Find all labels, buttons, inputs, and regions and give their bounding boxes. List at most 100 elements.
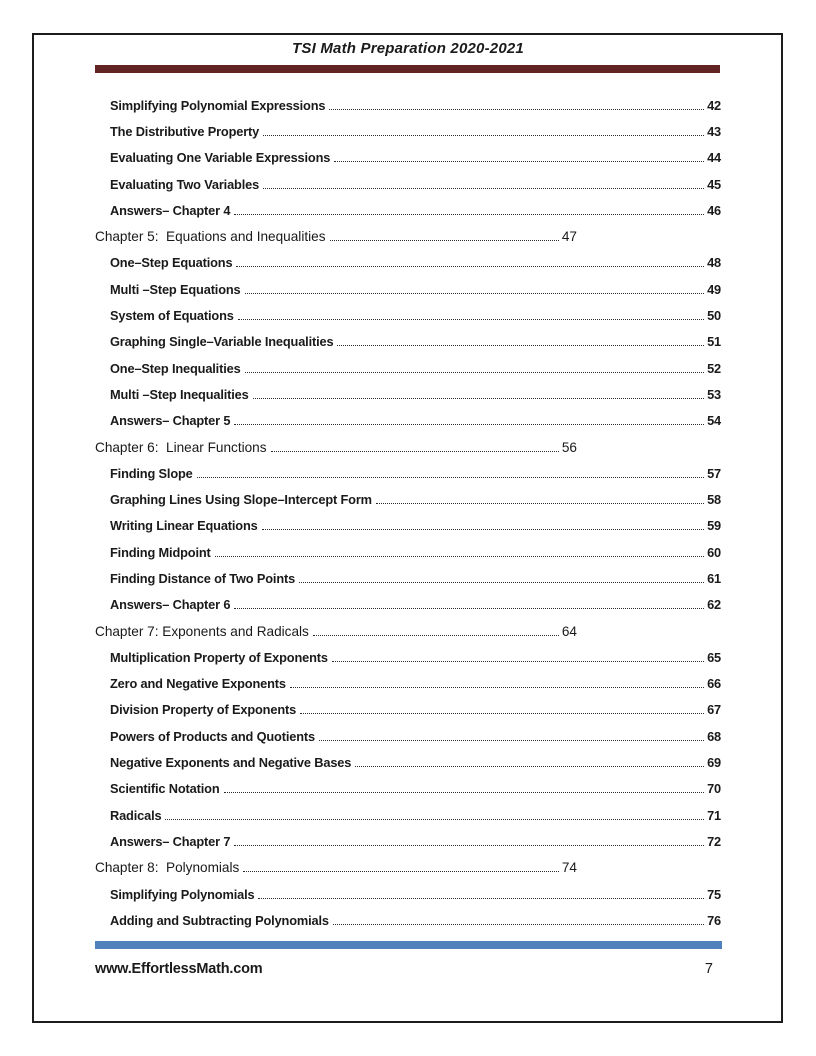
footer-page-number: 7 [704,961,713,977]
toc-entry-page: 58 [707,492,721,508]
dot-leader-icon [234,608,705,610]
footer-rule [95,941,722,949]
toc-entry-page: 64 [561,623,577,639]
toc-entry-page: 59 [707,518,721,534]
toc-entry: Multiplication Property of Exponents 65 [95,644,721,670]
toc-entry-label: Evaluating One Variable Expressions [110,150,331,166]
toc-entry: Multi –Step Inequalities 53 [95,381,721,407]
header-title: TSI Math Preparation 2020-2021 [292,40,524,57]
toc-entry-page: 51 [707,334,721,350]
toc-entry-label: Graphing Lines Using Slope–Intercept For… [110,492,372,508]
dot-leader-icon [234,844,705,846]
toc-entry-page: 70 [707,781,721,797]
toc-entry-label: Negative Exponents and Negative Bases [110,755,352,771]
dot-leader-icon [165,818,705,820]
toc-entry: Finding Midpoint 60 [95,539,721,565]
toc-entry: System of Equations 50 [95,302,721,328]
toc-entry-page: 48 [707,255,721,271]
toc-entry: Negative Exponents and Negative Bases 69 [95,749,721,775]
dot-leader-icon [263,187,705,189]
toc-entry-label: Finding Slope [110,465,193,481]
toc-entry-label: Zero and Negative Exponents [110,676,286,692]
toc-entry: Writing Linear Equations 59 [95,513,721,539]
toc-entry: Finding Distance of Two Points 61 [95,565,721,591]
toc-entry-page: 50 [707,308,721,324]
dot-leader-icon [329,240,559,242]
toc-entry-page: 65 [707,649,721,665]
toc-chapter-entry: Chapter 8: Polynomials 74 [95,855,577,881]
toc-entry-label: Simplifying Polynomial Expressions [110,97,326,113]
toc-entry-page: 47 [561,229,577,245]
toc-chapter-entry: Chapter 7: Exponents and Radicals 64 [95,618,577,644]
toc-entry-page: 52 [707,360,721,376]
toc-entry: Evaluating One Variable Expressions 44 [95,145,721,171]
toc-entry-label: Scientific Notation [110,781,220,797]
dot-leader-icon [263,134,705,136]
toc-entry-page: 74 [561,860,577,876]
toc-entry-label: Multi –Step Equations [110,281,241,297]
table-of-contents: Simplifying Polynomial Expressions 42 Th… [95,92,721,934]
toc-entry-page: 76 [707,912,721,928]
dot-leader-icon [261,529,705,531]
toc-entry-label: The Distributive Property [110,123,260,139]
toc-entry-page: 60 [707,544,721,560]
toc-entry-label: Chapter 6: Linear Functions [95,439,267,455]
toc-entry-page: 42 [707,97,721,113]
toc-entry: Simplifying Polynomial Expressions 42 [95,92,721,118]
toc-entry-page: 61 [707,570,721,586]
dot-leader-icon [234,424,705,426]
dot-leader-icon [318,739,705,741]
toc-entry-label: Answers– Chapter 7 [110,833,231,849]
dot-leader-icon [332,923,705,925]
dot-leader-icon [334,161,705,163]
toc-entry-label: Answers– Chapter 4 [110,202,231,218]
toc-entry-page: 68 [707,728,721,744]
dot-leader-icon [243,871,559,873]
toc-entry: Graphing Single–Variable Inequalities 51 [95,329,721,355]
dot-leader-icon [244,292,705,294]
toc-entry-label: Answers– Chapter 5 [110,413,231,429]
toc-entry: Zero and Negative Exponents 66 [95,671,721,697]
toc-entry-label: One–Step Inequalities [110,360,241,376]
toc-entry: Powers of Products and Quotients 68 [95,723,721,749]
toc-entry-label: Chapter 5: Equations and Inequalities [95,229,326,245]
dot-leader-icon [300,713,705,715]
page-footer: www.EffortlessMath.com 7 [95,941,722,977]
toc-entry-page: 72 [707,833,721,849]
dot-leader-icon [375,503,705,505]
toc-entry-page: 69 [707,755,721,771]
toc-entry-label: Finding Distance of Two Points [110,570,296,586]
toc-entry-page: 62 [707,597,721,613]
toc-entry: Simplifying Polynomials 75 [95,881,721,907]
toc-entry-label: Chapter 7: Exponents and Radicals [95,623,309,639]
toc-entry-label: Multi –Step Inequalities [110,386,249,402]
footer-site-text: www.EffortlessMath.com [95,961,263,977]
toc-entry: Division Property of Exponents 67 [95,697,721,723]
toc-entry: Evaluating Two Variables 45 [95,171,721,197]
dot-leader-icon [244,371,705,373]
toc-entry-page: 46 [707,202,721,218]
toc-entry-page: 66 [707,676,721,692]
toc-entry: Radicals 71 [95,802,721,828]
dot-leader-icon [270,450,559,452]
toc-entry-page: 53 [707,386,721,402]
toc-entry-label: Evaluating Two Variables [110,176,260,192]
dot-leader-icon [223,792,705,794]
toc-entry-page: 57 [707,465,721,481]
dot-leader-icon [236,266,705,268]
toc-entry-label: Adding and Subtracting Polynomials [110,912,329,928]
page-content: TSI Math Preparation 2020-2021 Simplifyi… [95,40,721,934]
toc-entry-page: 49 [707,281,721,297]
toc-entry: Answers– Chapter 7 72 [95,828,721,854]
toc-entry: One–Step Inequalities 52 [95,355,721,381]
dot-leader-icon [312,634,559,636]
toc-entry-label: Chapter 8: Polynomials [95,860,240,876]
toc-entry-page: 67 [707,702,721,718]
toc-entry-page: 56 [561,439,577,455]
toc-entry-label: System of Equations [110,308,234,324]
dot-leader-icon [196,476,705,478]
toc-entry-label: Answers– Chapter 6 [110,597,231,613]
toc-entry-page: 45 [707,176,721,192]
toc-entry: One–Step Equations 48 [95,250,721,276]
toc-entry: Adding and Subtracting Polynomials 76 [95,907,721,933]
